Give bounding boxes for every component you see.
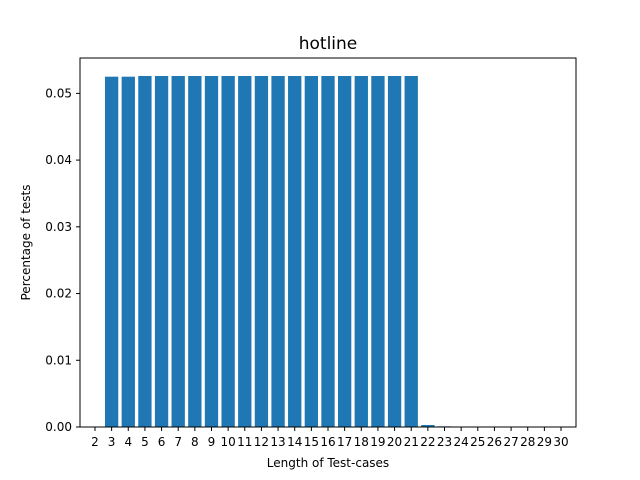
- x-tick-label: 7: [174, 435, 182, 449]
- x-tick-label: 12: [254, 435, 269, 449]
- x-tick-label: 6: [158, 435, 166, 449]
- x-tick-label: 10: [220, 435, 235, 449]
- bar-19: [371, 76, 385, 428]
- chart-title: hotline: [299, 34, 358, 54]
- bar-10: [221, 76, 235, 428]
- bar-6: [154, 76, 169, 428]
- bar-3: [104, 76, 119, 428]
- bar-18: [354, 76, 368, 428]
- x-tick-label: 24: [454, 435, 469, 449]
- plot-frame: [79, 57, 577, 428]
- bar-14: [288, 76, 302, 428]
- x-tick-label: 17: [337, 435, 352, 449]
- x-tick-label: 5: [141, 435, 149, 449]
- bar-4: [121, 76, 135, 428]
- x-tick-label: 18: [354, 435, 369, 449]
- x-tick-label: 23: [437, 435, 452, 449]
- bar-5: [138, 76, 152, 428]
- x-tick-label: 14: [287, 435, 302, 449]
- bar-7: [171, 76, 185, 428]
- x-tick-label: 19: [370, 435, 385, 449]
- x-tick-label: 16: [320, 435, 335, 449]
- x-tick-label: 20: [387, 435, 402, 449]
- bar-15: [304, 76, 319, 428]
- y-tick-label: 0.02: [45, 287, 72, 301]
- x-tick-label: 30: [553, 435, 568, 449]
- bar-13: [271, 76, 285, 428]
- x-tick-label: 13: [270, 435, 285, 449]
- bar-20: [387, 76, 402, 428]
- y-tick-label: 0.05: [45, 86, 72, 100]
- x-tick-label: 4: [124, 435, 132, 449]
- y-tick-label: 0.00: [45, 420, 72, 434]
- x-tick-label: 26: [487, 435, 502, 449]
- x-tick-label: 29: [537, 435, 552, 449]
- bar-11: [238, 76, 252, 428]
- x-tick-label: 9: [208, 435, 216, 449]
- x-tick-label: 21: [404, 435, 419, 449]
- x-tick-label: 2: [91, 435, 99, 449]
- bar-16: [321, 76, 335, 428]
- x-axis-ticks: 2 3 4 5 6 7 8 9 10 11 12 13 14 15 16 17 18 19 20 21 22 23 24 25…: [91, 427, 569, 449]
- y-axis-ticks: 0.00 0.01 0.02 0.03 0.04 0.05: [45, 86, 80, 434]
- bars-group: [104, 76, 452, 428]
- y-tick-label: 0.04: [45, 153, 72, 167]
- bar-22: [421, 424, 435, 427]
- bar-9: [204, 76, 219, 428]
- x-tick-label: 28: [520, 435, 535, 449]
- y-axis-label: Percentage of tests: [19, 185, 33, 301]
- x-tick-label: 11: [237, 435, 252, 449]
- x-tick-label: 3: [108, 435, 116, 449]
- x-tick-label: 8: [191, 435, 199, 449]
- x-tick-label: 22: [420, 435, 435, 449]
- x-axis-label: Length of Test-cases: [267, 456, 389, 470]
- bar-8: [188, 76, 202, 428]
- x-tick-label: 25: [470, 435, 485, 449]
- x-tick-label: 15: [304, 435, 319, 449]
- y-tick-label: 0.01: [45, 353, 72, 367]
- x-tick-label: 27: [503, 435, 518, 449]
- bar-17: [337, 76, 352, 428]
- bar-21: [404, 76, 418, 428]
- y-tick-label: 0.03: [45, 220, 72, 234]
- bar-12: [254, 76, 269, 428]
